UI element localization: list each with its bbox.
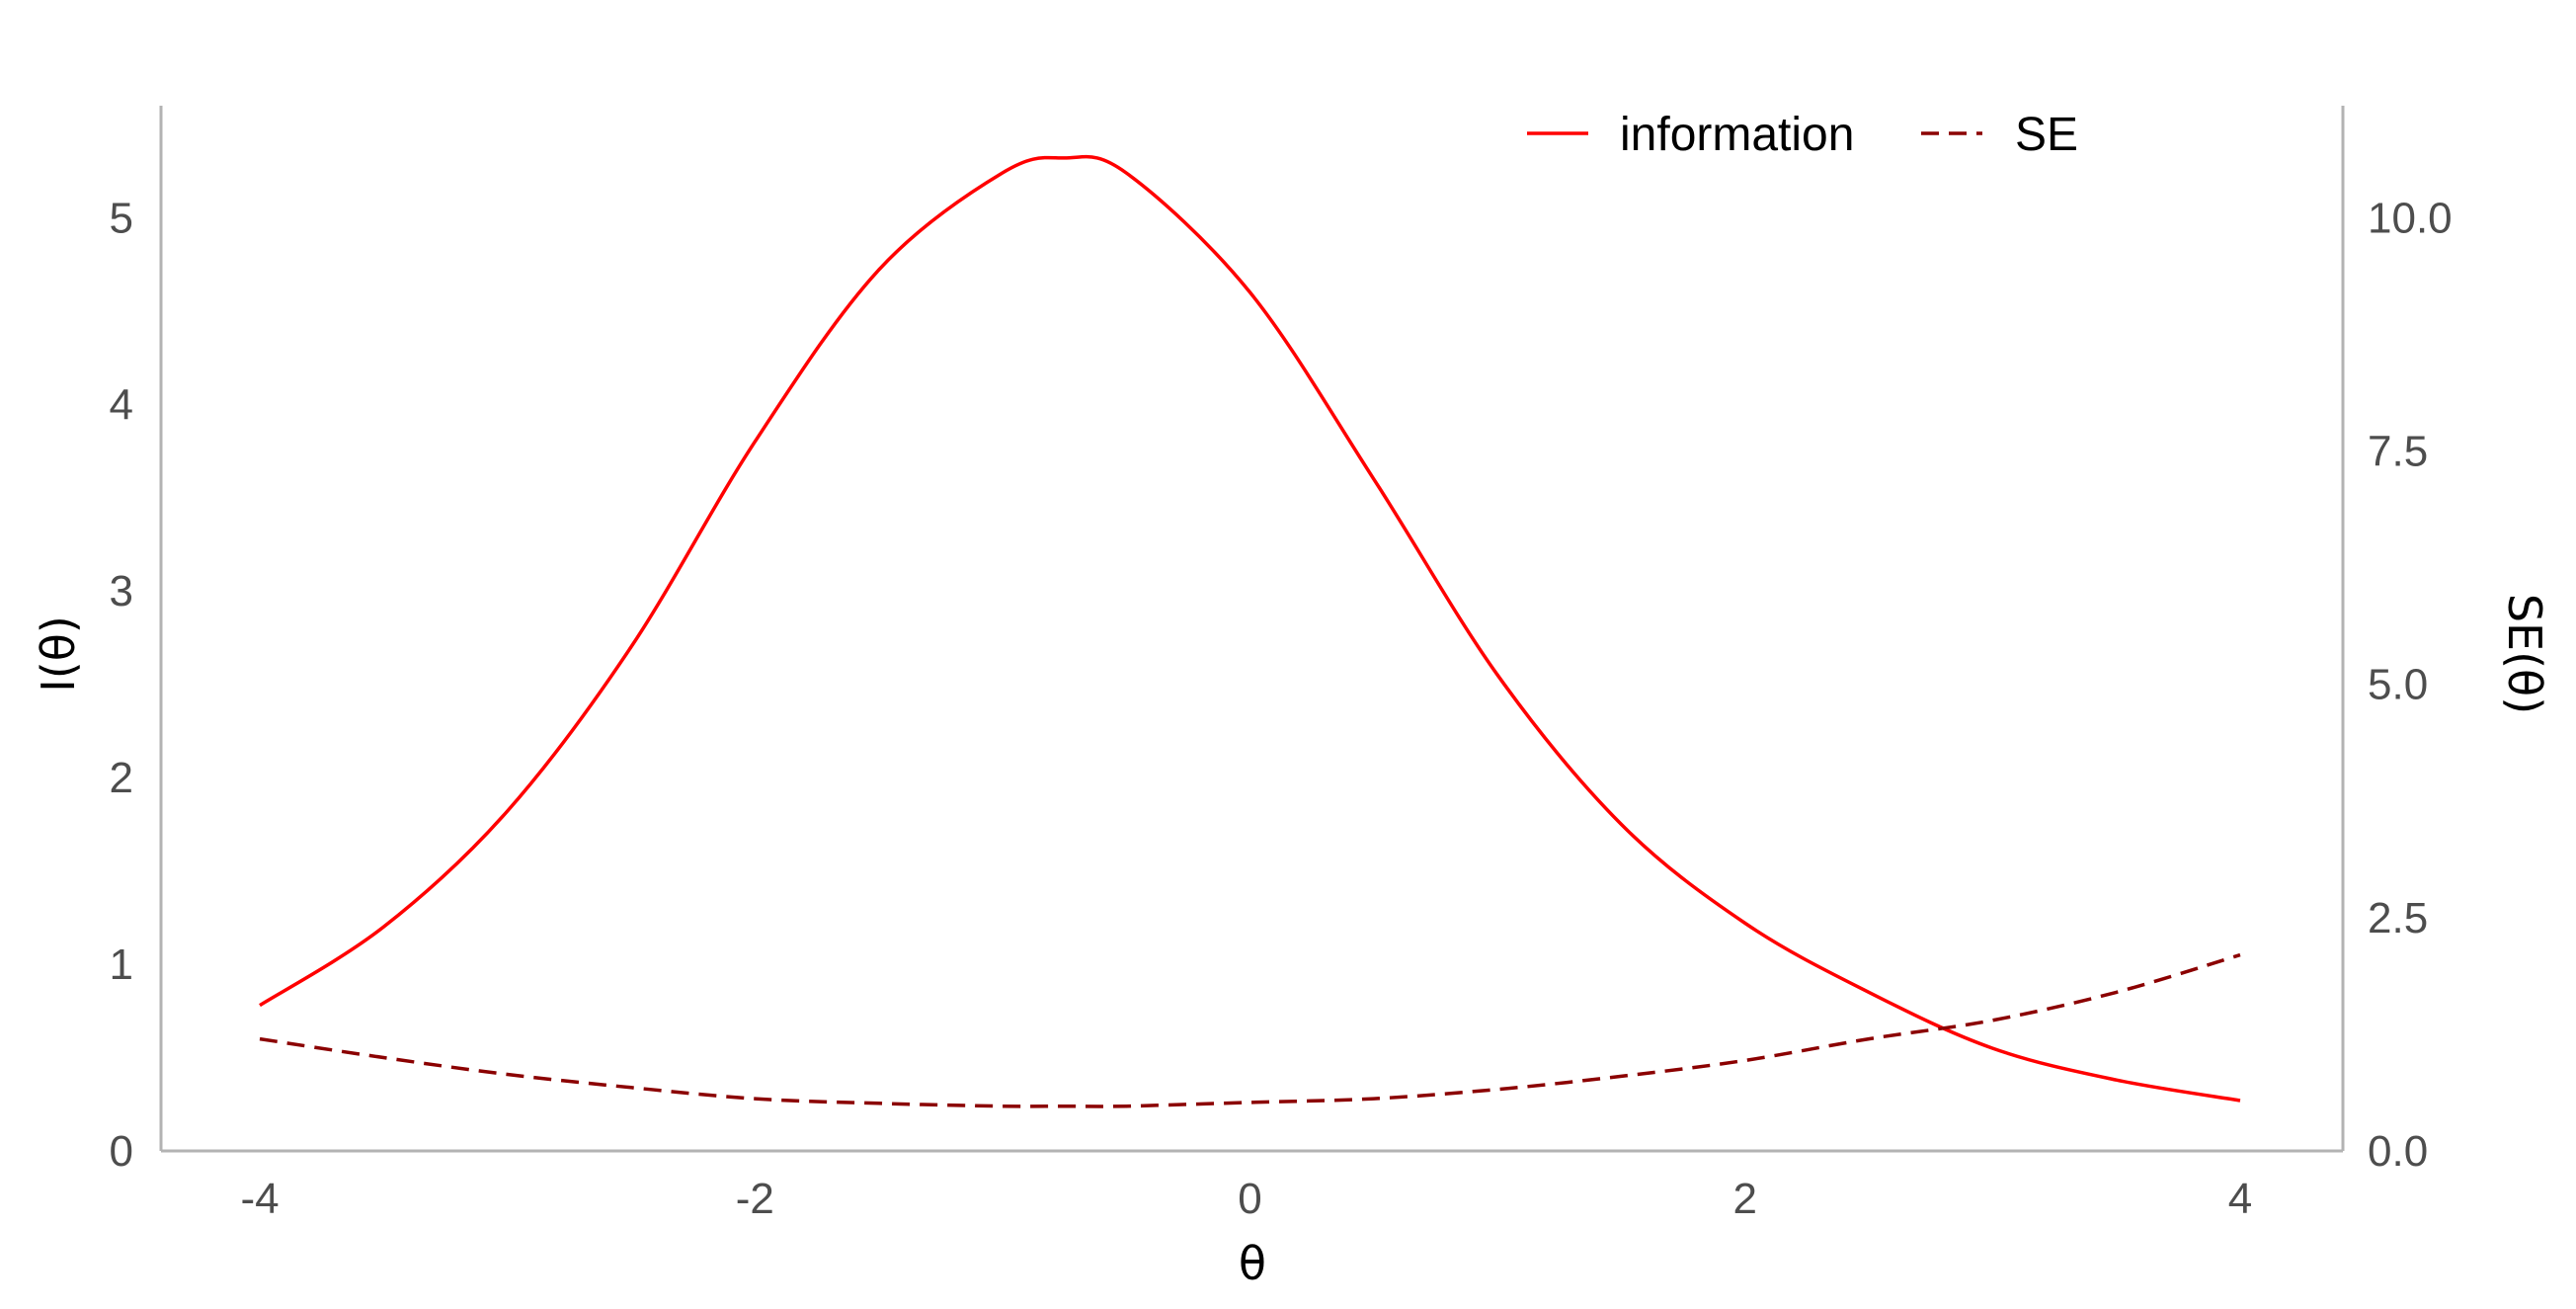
x-tick-label: -2 [736,1175,774,1223]
legend-label-information: information [1620,109,1854,161]
y-tick-label: 3 [110,567,133,615]
y2-tick-label: 0.0 [2368,1127,2428,1176]
y-tick-label: 4 [110,380,133,429]
x-axis-title: θ [1239,1237,1266,1290]
x-tick-label: 2 [1733,1175,1757,1223]
y-tick-label: 0 [110,1127,133,1176]
y2-axis-title: SE(θ) [2498,594,2551,714]
x-tick-label: -4 [240,1175,279,1223]
y-tick-label: 2 [110,754,133,802]
x-tick-label: 4 [2228,1175,2252,1223]
y-tick-label: 1 [110,941,133,989]
legend-label-se: SE [2015,109,2078,161]
y2-tick-label: 10.0 [2368,194,2453,242]
series-line-information [259,154,2241,1103]
y2-tick-label: 5.0 [2368,661,2428,709]
legend: information SE [1527,109,2078,161]
x-tick-label: 0 [1238,1175,1261,1223]
y-tick-label: 5 [110,194,133,242]
tick-labels: -4 -2 0 2 4 0 1 2 3 4 5 0.0 2.5 5.0 7.5 10.0 [110,194,2453,1223]
axes [159,106,2345,1153]
series-line-se [259,952,2241,1108]
series-lines [259,154,2241,1108]
y2-tick-label: 2.5 [2368,894,2428,942]
y-axis-title: I(θ) [32,615,85,693]
y2-tick-label: 7.5 [2368,428,2428,476]
